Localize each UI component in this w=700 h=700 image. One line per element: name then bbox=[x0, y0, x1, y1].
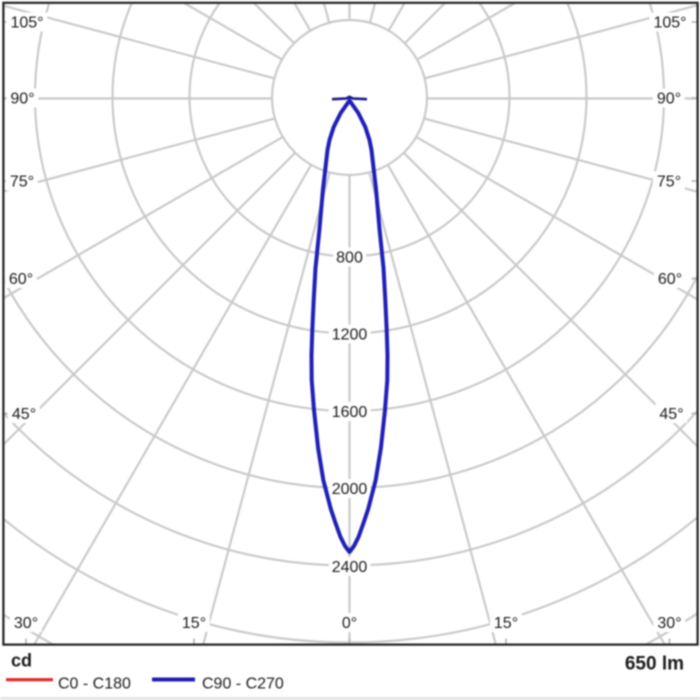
svg-text:cd: cd bbox=[11, 651, 32, 671]
svg-text:105°: 105° bbox=[10, 15, 43, 32]
svg-text:105°: 105° bbox=[653, 15, 686, 32]
svg-text:650 lm: 650 lm bbox=[625, 654, 684, 675]
svg-text:800: 800 bbox=[336, 250, 363, 267]
svg-text:90°: 90° bbox=[657, 91, 681, 108]
svg-text:1200: 1200 bbox=[332, 327, 368, 344]
svg-text:60°: 60° bbox=[658, 271, 682, 288]
svg-text:75°: 75° bbox=[10, 174, 34, 191]
svg-text:C0 - C180: C0 - C180 bbox=[58, 676, 131, 693]
svg-text:2400: 2400 bbox=[332, 559, 368, 576]
svg-text:0°: 0° bbox=[342, 615, 357, 632]
svg-text:15°: 15° bbox=[182, 615, 206, 632]
svg-text:C90 - C270: C90 - C270 bbox=[202, 676, 284, 693]
svg-text:1600: 1600 bbox=[332, 404, 368, 421]
svg-text:2000: 2000 bbox=[332, 481, 368, 498]
svg-text:15°: 15° bbox=[494, 615, 518, 632]
svg-text:75°: 75° bbox=[657, 174, 681, 191]
svg-text:60°: 60° bbox=[9, 271, 33, 288]
svg-text:45°: 45° bbox=[12, 406, 36, 423]
svg-text:90°: 90° bbox=[10, 91, 34, 108]
svg-text:30°: 30° bbox=[657, 615, 681, 632]
svg-text:30°: 30° bbox=[14, 615, 38, 632]
svg-text:45°: 45° bbox=[659, 406, 683, 423]
